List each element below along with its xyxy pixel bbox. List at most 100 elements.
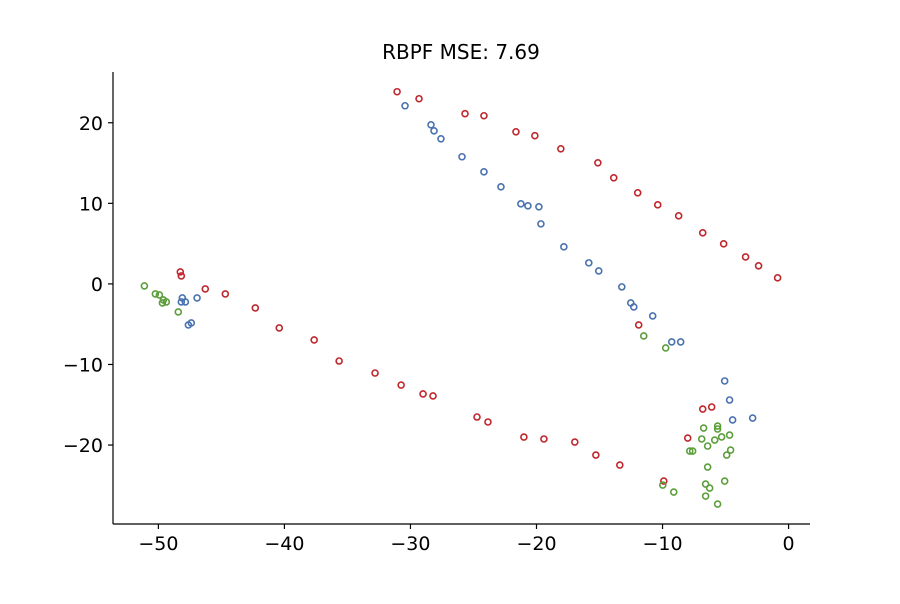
data-point-series-2 bbox=[537, 220, 545, 228]
data-point-series-1 bbox=[773, 274, 782, 282]
data-point-series-3 bbox=[661, 344, 670, 352]
data-point-series-1 bbox=[609, 173, 618, 182]
data-point-series-2 bbox=[725, 396, 734, 404]
y-tick-label: −10 bbox=[63, 354, 103, 376]
data-point-series-1 bbox=[592, 451, 600, 459]
data-point-series-1 bbox=[480, 111, 488, 120]
data-point-series-1 bbox=[393, 87, 401, 96]
data-point-series-1 bbox=[557, 144, 565, 153]
data-point-series-1 bbox=[512, 127, 520, 136]
data-point-series-3 bbox=[722, 451, 731, 459]
data-point-series-1 bbox=[176, 268, 185, 276]
data-point-series-3 bbox=[710, 436, 719, 444]
data-point-series-3 bbox=[697, 435, 706, 443]
data-point-series-2 bbox=[193, 294, 201, 302]
data-point-series-1 bbox=[698, 405, 707, 413]
data-point-series-3 bbox=[174, 308, 183, 316]
data-point-series-1 bbox=[616, 461, 624, 469]
axis-ticks: −50 −40 −30 −20 −10 0 −20 −10 0 10 20 bbox=[63, 113, 795, 555]
data-point-series-2 bbox=[458, 152, 466, 161]
data-point-series-3 bbox=[151, 290, 160, 298]
data-point-series-3 bbox=[669, 488, 678, 496]
data-point-series-2 bbox=[181, 298, 190, 306]
data-point-series-2 bbox=[585, 259, 593, 267]
data-point-series-2 bbox=[427, 120, 435, 129]
data-point-series-1 bbox=[698, 229, 707, 237]
data-point-series-3 bbox=[726, 446, 735, 454]
data-point-series-1 bbox=[251, 304, 260, 312]
data-point-series-1 bbox=[754, 262, 763, 270]
data-point-series-3 bbox=[701, 480, 710, 488]
data-point-series-1 bbox=[221, 290, 230, 298]
data-point-series-1 bbox=[429, 392, 437, 400]
data-points bbox=[140, 87, 782, 508]
data-point-series-2 bbox=[517, 200, 525, 208]
data-point-series-3 bbox=[688, 447, 697, 455]
data-point-series-1 bbox=[419, 390, 427, 398]
y-tick-label: 0 bbox=[91, 274, 103, 296]
data-point-series-2 bbox=[648, 312, 657, 320]
data-point-series-3 bbox=[699, 424, 708, 432]
data-point-series-2 bbox=[535, 202, 543, 211]
data-point-series-1 bbox=[571, 438, 579, 446]
data-point-series-2 bbox=[497, 183, 505, 191]
data-point-series-3 bbox=[703, 442, 712, 450]
data-point-series-2 bbox=[618, 283, 626, 291]
data-point-series-3 bbox=[639, 332, 648, 340]
data-point-series-2 bbox=[437, 134, 445, 143]
x-tick-label: −10 bbox=[642, 533, 682, 555]
data-point-series-3 bbox=[140, 282, 149, 290]
data-point-series-1 bbox=[659, 477, 668, 485]
data-point-series-2 bbox=[480, 168, 488, 176]
y-tick-label: −20 bbox=[63, 435, 103, 457]
data-point-series-2 bbox=[629, 303, 638, 311]
y-tick-label: 20 bbox=[79, 113, 103, 135]
x-tick-label: −50 bbox=[138, 533, 178, 555]
data-point-series-3 bbox=[725, 431, 734, 439]
x-tick-label: 0 bbox=[783, 533, 795, 555]
data-point-series-2 bbox=[594, 267, 603, 275]
data-point-series-3 bbox=[720, 477, 729, 485]
data-point-series-2 bbox=[676, 338, 685, 346]
data-point-series-1 bbox=[473, 413, 481, 421]
data-point-series-3 bbox=[705, 484, 714, 492]
data-point-series-1 bbox=[371, 369, 379, 377]
data-point-series-1 bbox=[674, 212, 683, 220]
data-point-series-1 bbox=[275, 324, 284, 332]
data-point-series-1 bbox=[683, 434, 692, 442]
data-point-series-2 bbox=[184, 321, 193, 329]
data-point-series-2 bbox=[430, 127, 438, 135]
x-tick-label: −20 bbox=[516, 533, 556, 555]
x-tick-label: −30 bbox=[390, 533, 430, 555]
data-point-series-1 bbox=[415, 94, 423, 103]
data-point-series-2 bbox=[560, 243, 568, 251]
data-point-series-3 bbox=[155, 291, 164, 299]
data-point-series-1 bbox=[633, 189, 642, 197]
chart-title: RBPF MSE: 7.69 bbox=[382, 40, 540, 64]
data-point-series-2 bbox=[667, 338, 676, 346]
data-point-series-1 bbox=[653, 201, 662, 209]
data-point-series-3 bbox=[703, 463, 712, 471]
data-point-series-1 bbox=[520, 433, 528, 441]
data-point-series-1 bbox=[719, 240, 728, 248]
data-point-series-1 bbox=[634, 321, 643, 329]
data-point-series-3 bbox=[713, 425, 722, 433]
data-point-series-3 bbox=[158, 299, 167, 307]
data-point-series-1 bbox=[707, 403, 716, 411]
data-point-series-1 bbox=[741, 253, 750, 261]
data-point-series-1 bbox=[310, 336, 318, 344]
data-point-series-3 bbox=[713, 422, 722, 430]
data-point-series-1 bbox=[335, 357, 343, 365]
data-point-series-1 bbox=[201, 285, 210, 293]
data-point-series-2 bbox=[728, 416, 737, 424]
data-point-series-3 bbox=[685, 447, 694, 455]
data-point-series-1 bbox=[177, 272, 186, 280]
data-point-series-3 bbox=[701, 492, 710, 500]
data-point-series-1 bbox=[540, 435, 548, 443]
data-point-series-1 bbox=[461, 109, 469, 118]
data-point-series-1 bbox=[531, 131, 539, 140]
data-point-series-3 bbox=[162, 298, 171, 306]
data-point-series-1 bbox=[594, 159, 602, 167]
data-point-series-2 bbox=[748, 414, 757, 422]
